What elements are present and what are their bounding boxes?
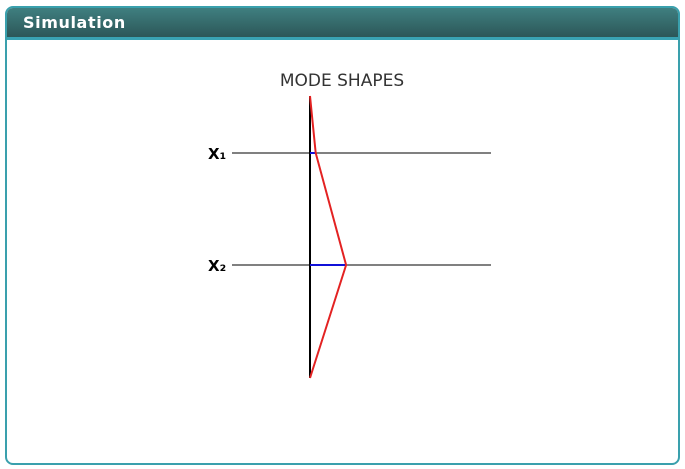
mass-label-x1: X₁ (208, 145, 226, 163)
panel-header: Simulation (7, 8, 678, 40)
panel-title: Simulation (23, 13, 126, 32)
diagram-title: MODE SHAPES (280, 71, 404, 91)
mass-label-x2: X₂ (208, 257, 226, 275)
mode-shape-line (309, 95, 348, 379)
simulation-panel: Simulation (5, 6, 680, 465)
